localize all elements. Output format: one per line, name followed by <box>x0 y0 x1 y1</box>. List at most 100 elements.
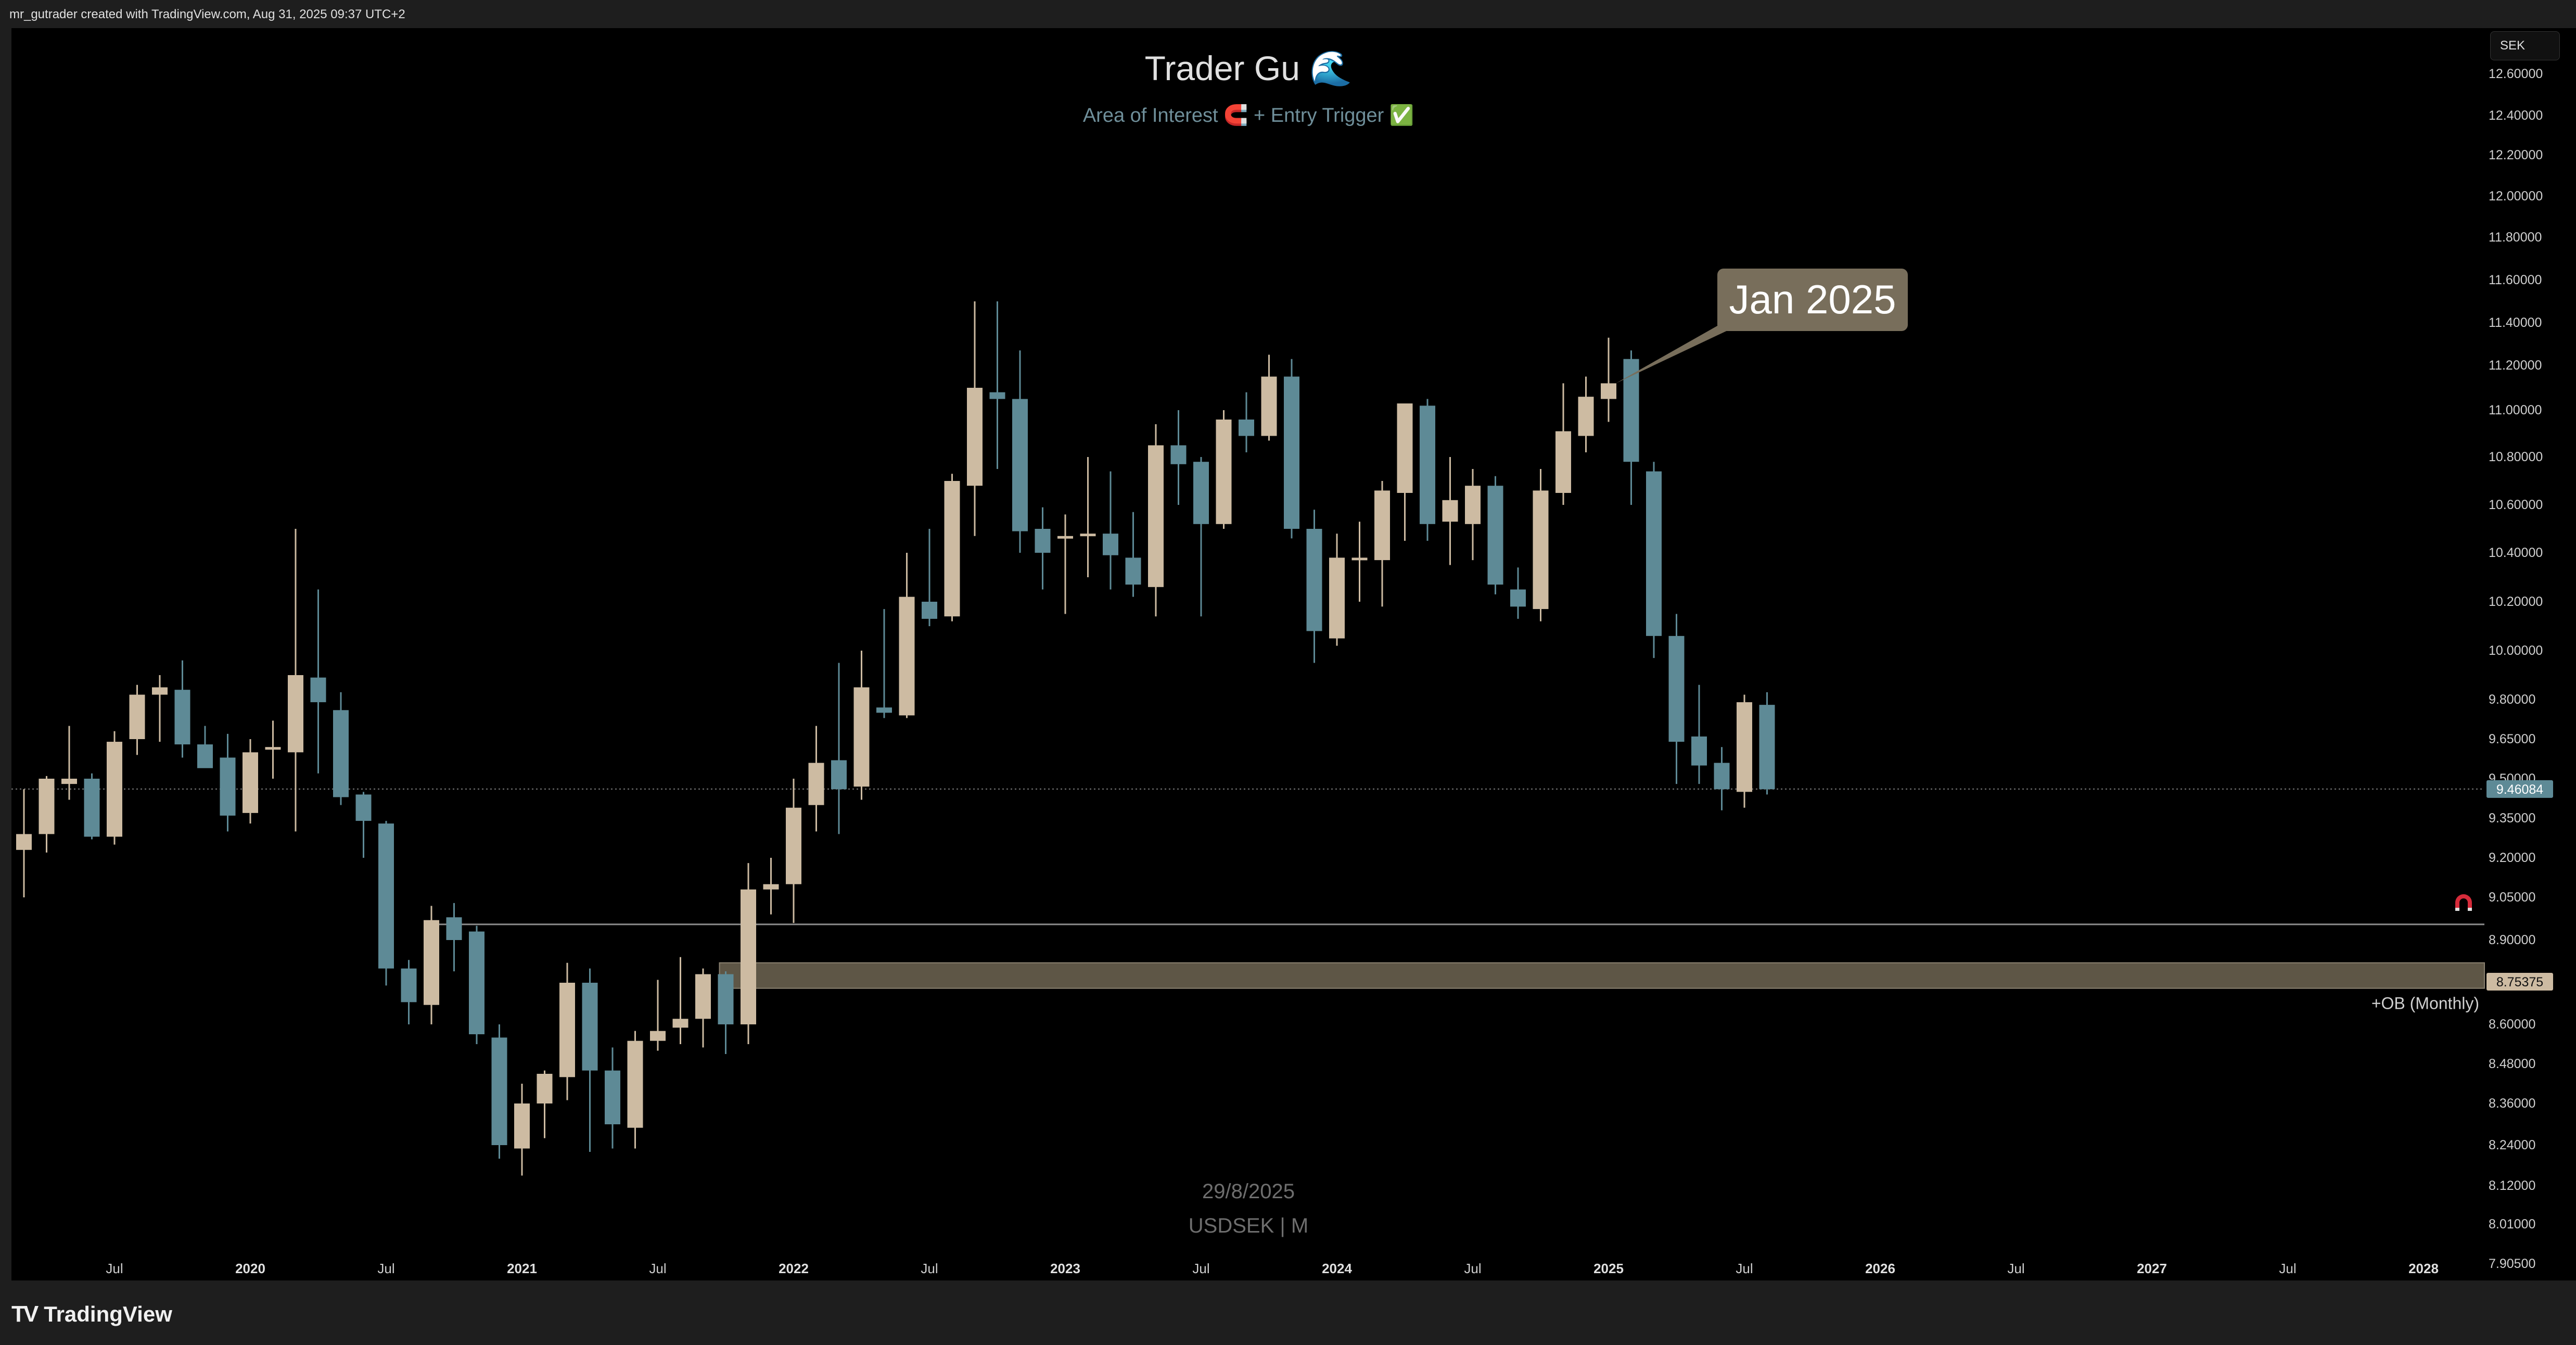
candle[interactable] <box>1103 471 1118 590</box>
time-tick-label: Jul <box>2279 1261 2296 1276</box>
candle[interactable] <box>1510 567 1526 619</box>
candle[interactable] <box>1329 534 1345 646</box>
candle[interactable] <box>650 980 666 1051</box>
candle[interactable] <box>424 906 439 1024</box>
candle[interactable] <box>1170 410 1187 505</box>
candle[interactable] <box>1035 507 1051 590</box>
candle[interactable] <box>174 660 190 758</box>
candle[interactable] <box>1714 747 1730 810</box>
candle[interactable] <box>61 726 77 800</box>
candle[interactable] <box>220 733 236 832</box>
candle[interactable] <box>899 553 915 718</box>
candle[interactable] <box>310 589 326 773</box>
candle[interactable] <box>808 726 824 832</box>
candle[interactable] <box>1080 457 1096 577</box>
candle[interactable] <box>469 925 484 1044</box>
candle[interactable] <box>1442 457 1458 565</box>
jan-2025-callout[interactable]: Jan 2025 <box>1616 269 1908 384</box>
candle[interactable] <box>288 529 303 832</box>
price-tick-label: 8.90000 <box>2489 933 2535 947</box>
candle-body <box>288 675 303 753</box>
candle[interactable] <box>944 474 960 621</box>
candle[interactable] <box>876 609 892 718</box>
candle[interactable] <box>537 1070 553 1138</box>
candle[interactable] <box>129 684 145 755</box>
callout-text: Jan 2025 <box>1729 276 1896 322</box>
author-credit: mr_gutrader created with TradingView.com… <box>9 7 405 21</box>
candle[interactable] <box>446 903 462 972</box>
candle[interactable] <box>967 301 983 536</box>
candlestick-chart[interactable]: 12.60000 12.40000 12.20000 12.00000 11.80000… <box>11 28 2576 1280</box>
candle[interactable] <box>763 858 779 915</box>
candle[interactable] <box>922 529 937 626</box>
candle[interactable] <box>333 692 349 805</box>
candle[interactable] <box>1012 350 1028 553</box>
candle[interactable] <box>582 968 598 1152</box>
candle[interactable] <box>1623 350 1639 505</box>
candle[interactable] <box>718 971 734 1054</box>
candle[interactable] <box>1737 694 1752 808</box>
candle[interactable] <box>84 773 100 840</box>
candle[interactable] <box>197 726 213 768</box>
candle[interactable] <box>605 1047 620 1149</box>
candle[interactable] <box>1691 684 1707 784</box>
candle[interactable] <box>491 1024 507 1159</box>
candle[interactable] <box>1193 457 1209 617</box>
candle[interactable] <box>1351 522 1368 602</box>
candle[interactable] <box>355 792 372 858</box>
candle[interactable] <box>559 962 575 1100</box>
candle[interactable] <box>107 731 122 845</box>
candle[interactable] <box>378 821 394 986</box>
candle-body <box>605 1070 620 1124</box>
candle-body <box>220 757 236 816</box>
magnet-icon <box>2455 894 2472 911</box>
candle[interactable] <box>1306 510 1322 663</box>
candle[interactable] <box>1578 376 1594 453</box>
tradingview-logo-icon: TV <box>11 1301 39 1327</box>
candle[interactable] <box>152 675 168 742</box>
candle[interactable] <box>786 779 801 923</box>
candle[interactable] <box>627 1031 643 1149</box>
candle[interactable] <box>39 776 55 853</box>
tradingview-logo[interactable]: TV TradingView <box>11 1301 172 1327</box>
candle[interactable] <box>1420 399 1435 541</box>
candle[interactable] <box>1465 469 1481 561</box>
candle-body <box>944 481 960 617</box>
candle[interactable] <box>853 651 870 800</box>
candle[interactable] <box>1261 354 1277 441</box>
candle[interactable] <box>514 1084 530 1176</box>
candle[interactable] <box>265 720 281 779</box>
candle-body <box>310 677 326 703</box>
candle[interactable] <box>1533 469 1549 621</box>
currency-selector[interactable]: SEK <box>2490 31 2560 60</box>
candle[interactable] <box>243 739 258 824</box>
candle[interactable] <box>1646 462 1662 658</box>
chart-area[interactable]: 12.60000 12.40000 12.20000 12.00000 11.80000… <box>11 28 2576 1280</box>
candle[interactable] <box>16 789 32 897</box>
candle[interactable] <box>1759 692 1775 795</box>
candle[interactable] <box>401 960 417 1024</box>
candle[interactable] <box>1668 614 1685 784</box>
candle[interactable] <box>1374 481 1390 607</box>
candle[interactable] <box>1057 514 1073 614</box>
candle[interactable] <box>1148 424 1164 617</box>
candle[interactable] <box>695 968 711 1048</box>
price-tick-label: 10.80000 <box>2489 450 2543 464</box>
candle-body <box>763 884 779 890</box>
candle[interactable] <box>741 863 756 1044</box>
candle-body <box>876 707 892 713</box>
candle[interactable] <box>1487 476 1503 594</box>
candle[interactable] <box>1601 337 1616 422</box>
candle-body <box>469 931 484 1034</box>
candle[interactable] <box>1555 383 1571 505</box>
candle[interactable] <box>672 957 688 1044</box>
candle[interactable] <box>1125 512 1141 597</box>
candle[interactable] <box>989 301 1005 469</box>
time-tick-label: Jul <box>1192 1261 1209 1276</box>
candle[interactable] <box>1397 403 1413 541</box>
time-tick-label: Jul <box>377 1261 394 1276</box>
candle[interactable] <box>1216 410 1232 529</box>
candle[interactable] <box>831 663 847 834</box>
candle[interactable] <box>1284 359 1299 539</box>
candle[interactable] <box>1239 392 1254 452</box>
